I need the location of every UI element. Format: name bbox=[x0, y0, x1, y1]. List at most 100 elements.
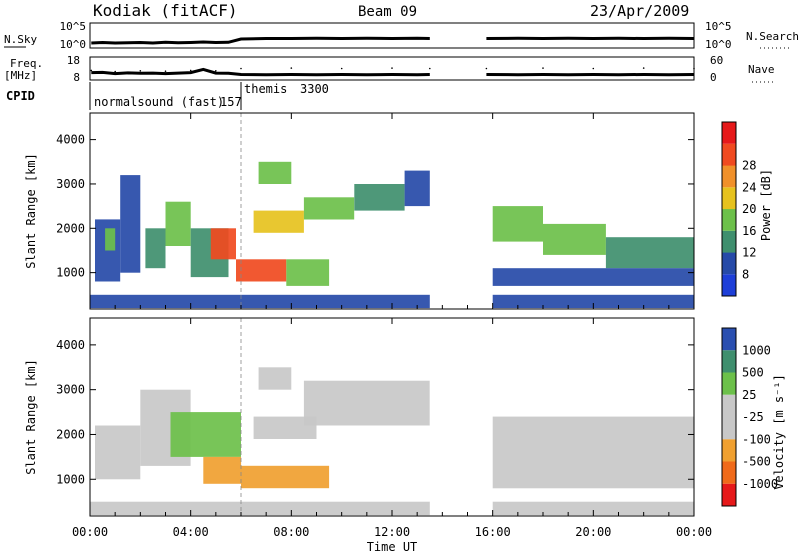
velocity-colorbar-swatch-4 bbox=[722, 394, 736, 418]
power-panel: 1000 2000 3000 4000 Slant Range [km] 8 12 16 2… bbox=[24, 112, 773, 310]
noise-right-tick-bottom: 10^0 bbox=[705, 38, 732, 51]
velocity-panel: 1000 2000 3000 4000 Slant Range [km] 1000 50… bbox=[24, 317, 786, 517]
power-colorbar-swatch-5 bbox=[722, 187, 736, 210]
nave-point-1 bbox=[90, 69, 93, 72]
power-cell-18 bbox=[492, 268, 694, 286]
x-tick-label-4: 12:00 bbox=[374, 525, 410, 539]
noise-panel: N.Sky 10^5 10^0 10^5 10^0 N.Search bbox=[4, 20, 799, 51]
noise-left-label: N.Sky bbox=[4, 33, 37, 46]
velocity-cell-10 bbox=[492, 501, 694, 516]
noise-left-tick-bottom: 10^0 bbox=[60, 38, 87, 51]
power-y-axis: 1000 2000 3000 4000 bbox=[56, 133, 694, 280]
velocity-cell-3 bbox=[170, 412, 241, 457]
velocity-ytick-label-4: 4000 bbox=[56, 338, 85, 352]
power-cell-3 bbox=[120, 175, 141, 273]
power-colorbar-swatch-3 bbox=[722, 230, 736, 253]
power-colorbar-swatch-7 bbox=[722, 143, 736, 166]
velocity-cell-7 bbox=[303, 380, 430, 426]
power-cell-10 bbox=[253, 210, 304, 233]
power-cell-13 bbox=[404, 170, 430, 207]
nave-point-16 bbox=[693, 67, 695, 70]
nave-point-12 bbox=[485, 67, 488, 70]
power-ytick-label-1: 1000 bbox=[56, 266, 85, 280]
power-colorbar: 8 12 16 20 24 28 bbox=[721, 121, 756, 297]
velocity-cell-11 bbox=[90, 501, 430, 516]
power-colorbar-tick-4: 20 bbox=[742, 202, 756, 216]
noise-panel-frame bbox=[89, 22, 695, 49]
velocity-colorbar-tick-1: 1000 bbox=[742, 343, 771, 357]
velocity-cell-1 bbox=[95, 425, 141, 480]
power-cell-11 bbox=[303, 197, 355, 220]
time-x-axis: 00:00 04:00 08:00 12:00 16:00 20:00 00:00 bbox=[72, 113, 712, 539]
velocity-colorbar-swatch-1 bbox=[722, 328, 736, 351]
freq-left-label: Freq. bbox=[10, 57, 43, 70]
nave-point-4 bbox=[164, 70, 167, 72]
x-tick-label-7: 00:00 bbox=[676, 525, 712, 539]
station-title: Kodiak (fitACF) bbox=[93, 1, 238, 20]
frequency-panel: Freq. [MHz] 18 8 60 0 Nave bbox=[4, 54, 775, 84]
nave-point-7 bbox=[240, 67, 242, 70]
velocity-colorbar-swatch-8 bbox=[722, 483, 736, 507]
velocity-colorbar-swatch-5 bbox=[722, 417, 736, 440]
power-cell-9 bbox=[286, 259, 330, 286]
velocity-heatmap bbox=[90, 318, 694, 516]
cpid-panel: CPID normalsound (fast) 157 themis 3300 bbox=[6, 82, 329, 110]
power-colorbar-tick-5: 24 bbox=[742, 180, 756, 194]
power-cell-12 bbox=[354, 184, 405, 211]
power-cell-17 bbox=[605, 237, 694, 269]
nave-point-10 bbox=[391, 67, 393, 69]
power-colorbar-swatch-6 bbox=[722, 165, 736, 188]
velocity-colorbar: 1000 500 25 -25 -100 -500 -1000 bbox=[721, 327, 778, 507]
power-colorbar-label: Power [dB] bbox=[759, 169, 773, 241]
cpid-segment-1-name: normalsound (fast) bbox=[94, 95, 224, 109]
power-colorbar-swatch-8 bbox=[722, 122, 736, 144]
noise-right-tick-top: 10^5 bbox=[705, 20, 732, 33]
power-cell-5 bbox=[165, 201, 191, 246]
velocity-colorbar-frame bbox=[721, 327, 737, 507]
power-colorbar-tick-1: 8 bbox=[742, 267, 749, 281]
power-cell-19 bbox=[492, 294, 694, 309]
nave-point-6 bbox=[215, 70, 217, 72]
cpid-segment-2-id: 3300 bbox=[300, 82, 329, 96]
x-axis-label: Time UT bbox=[367, 540, 418, 554]
sky-noise-line-1 bbox=[91, 36, 430, 45]
nave-right-tick-top: 60 bbox=[710, 54, 723, 67]
velocity-colorbar-label: Velocity [m s⁻¹] bbox=[772, 374, 786, 490]
nave-point-8 bbox=[290, 67, 293, 69]
cpid-segment-2-name: themis bbox=[244, 82, 287, 96]
power-colorbar-tick-6: 28 bbox=[742, 159, 756, 173]
velocity-colorbar-swatch-2 bbox=[722, 350, 736, 373]
freq-left-tick-bottom: 8 bbox=[73, 71, 80, 84]
velocity-colorbar-tick-2: 500 bbox=[742, 366, 764, 380]
velocity-ytick-label-3: 3000 bbox=[56, 383, 85, 397]
nave-point-9 bbox=[340, 67, 343, 70]
sky-noise-series bbox=[91, 36, 695, 45]
x-tick-label-5: 16:00 bbox=[475, 525, 511, 539]
noise-left-tick-top: 10^5 bbox=[60, 20, 87, 33]
power-cell-16 bbox=[543, 223, 606, 255]
power-colorbar-swatch-4 bbox=[722, 209, 736, 231]
date-title: 23/Apr/2009 bbox=[590, 2, 689, 20]
power-ytick-label-2: 2000 bbox=[56, 221, 85, 235]
velocity-colorbar-tick-7: -1000 bbox=[742, 477, 778, 491]
power-ytick-label-4: 4000 bbox=[56, 133, 85, 147]
power-colorbar-swatch-1 bbox=[722, 274, 736, 297]
power-y-label: Slant Range [km] bbox=[24, 153, 38, 269]
power-colorbar-tick-3: 16 bbox=[742, 224, 756, 238]
beam-title: Beam 09 bbox=[358, 4, 417, 20]
power-cell-7 bbox=[210, 228, 236, 260]
power-cell-4 bbox=[145, 228, 166, 269]
x-tick-label-6: 20:00 bbox=[575, 525, 611, 539]
velocity-colorbar-tick-5: -100 bbox=[742, 432, 771, 446]
nave-right-tick-bottom: 0 bbox=[710, 71, 717, 84]
x-tick-label-3: 08:00 bbox=[273, 525, 309, 539]
nave-right-label: Nave bbox=[748, 63, 775, 76]
velocity-colorbar-tick-6: -500 bbox=[742, 455, 771, 469]
velocity-y-axis: 1000 2000 3000 4000 bbox=[56, 338, 694, 486]
noise-right-label: N.Search bbox=[746, 30, 799, 43]
x-tick-label-1: 00:00 bbox=[72, 525, 108, 539]
cpid-segment-1-id: 157 bbox=[220, 95, 242, 109]
nave-point-11 bbox=[429, 67, 431, 70]
nave-point-5 bbox=[189, 69, 192, 72]
